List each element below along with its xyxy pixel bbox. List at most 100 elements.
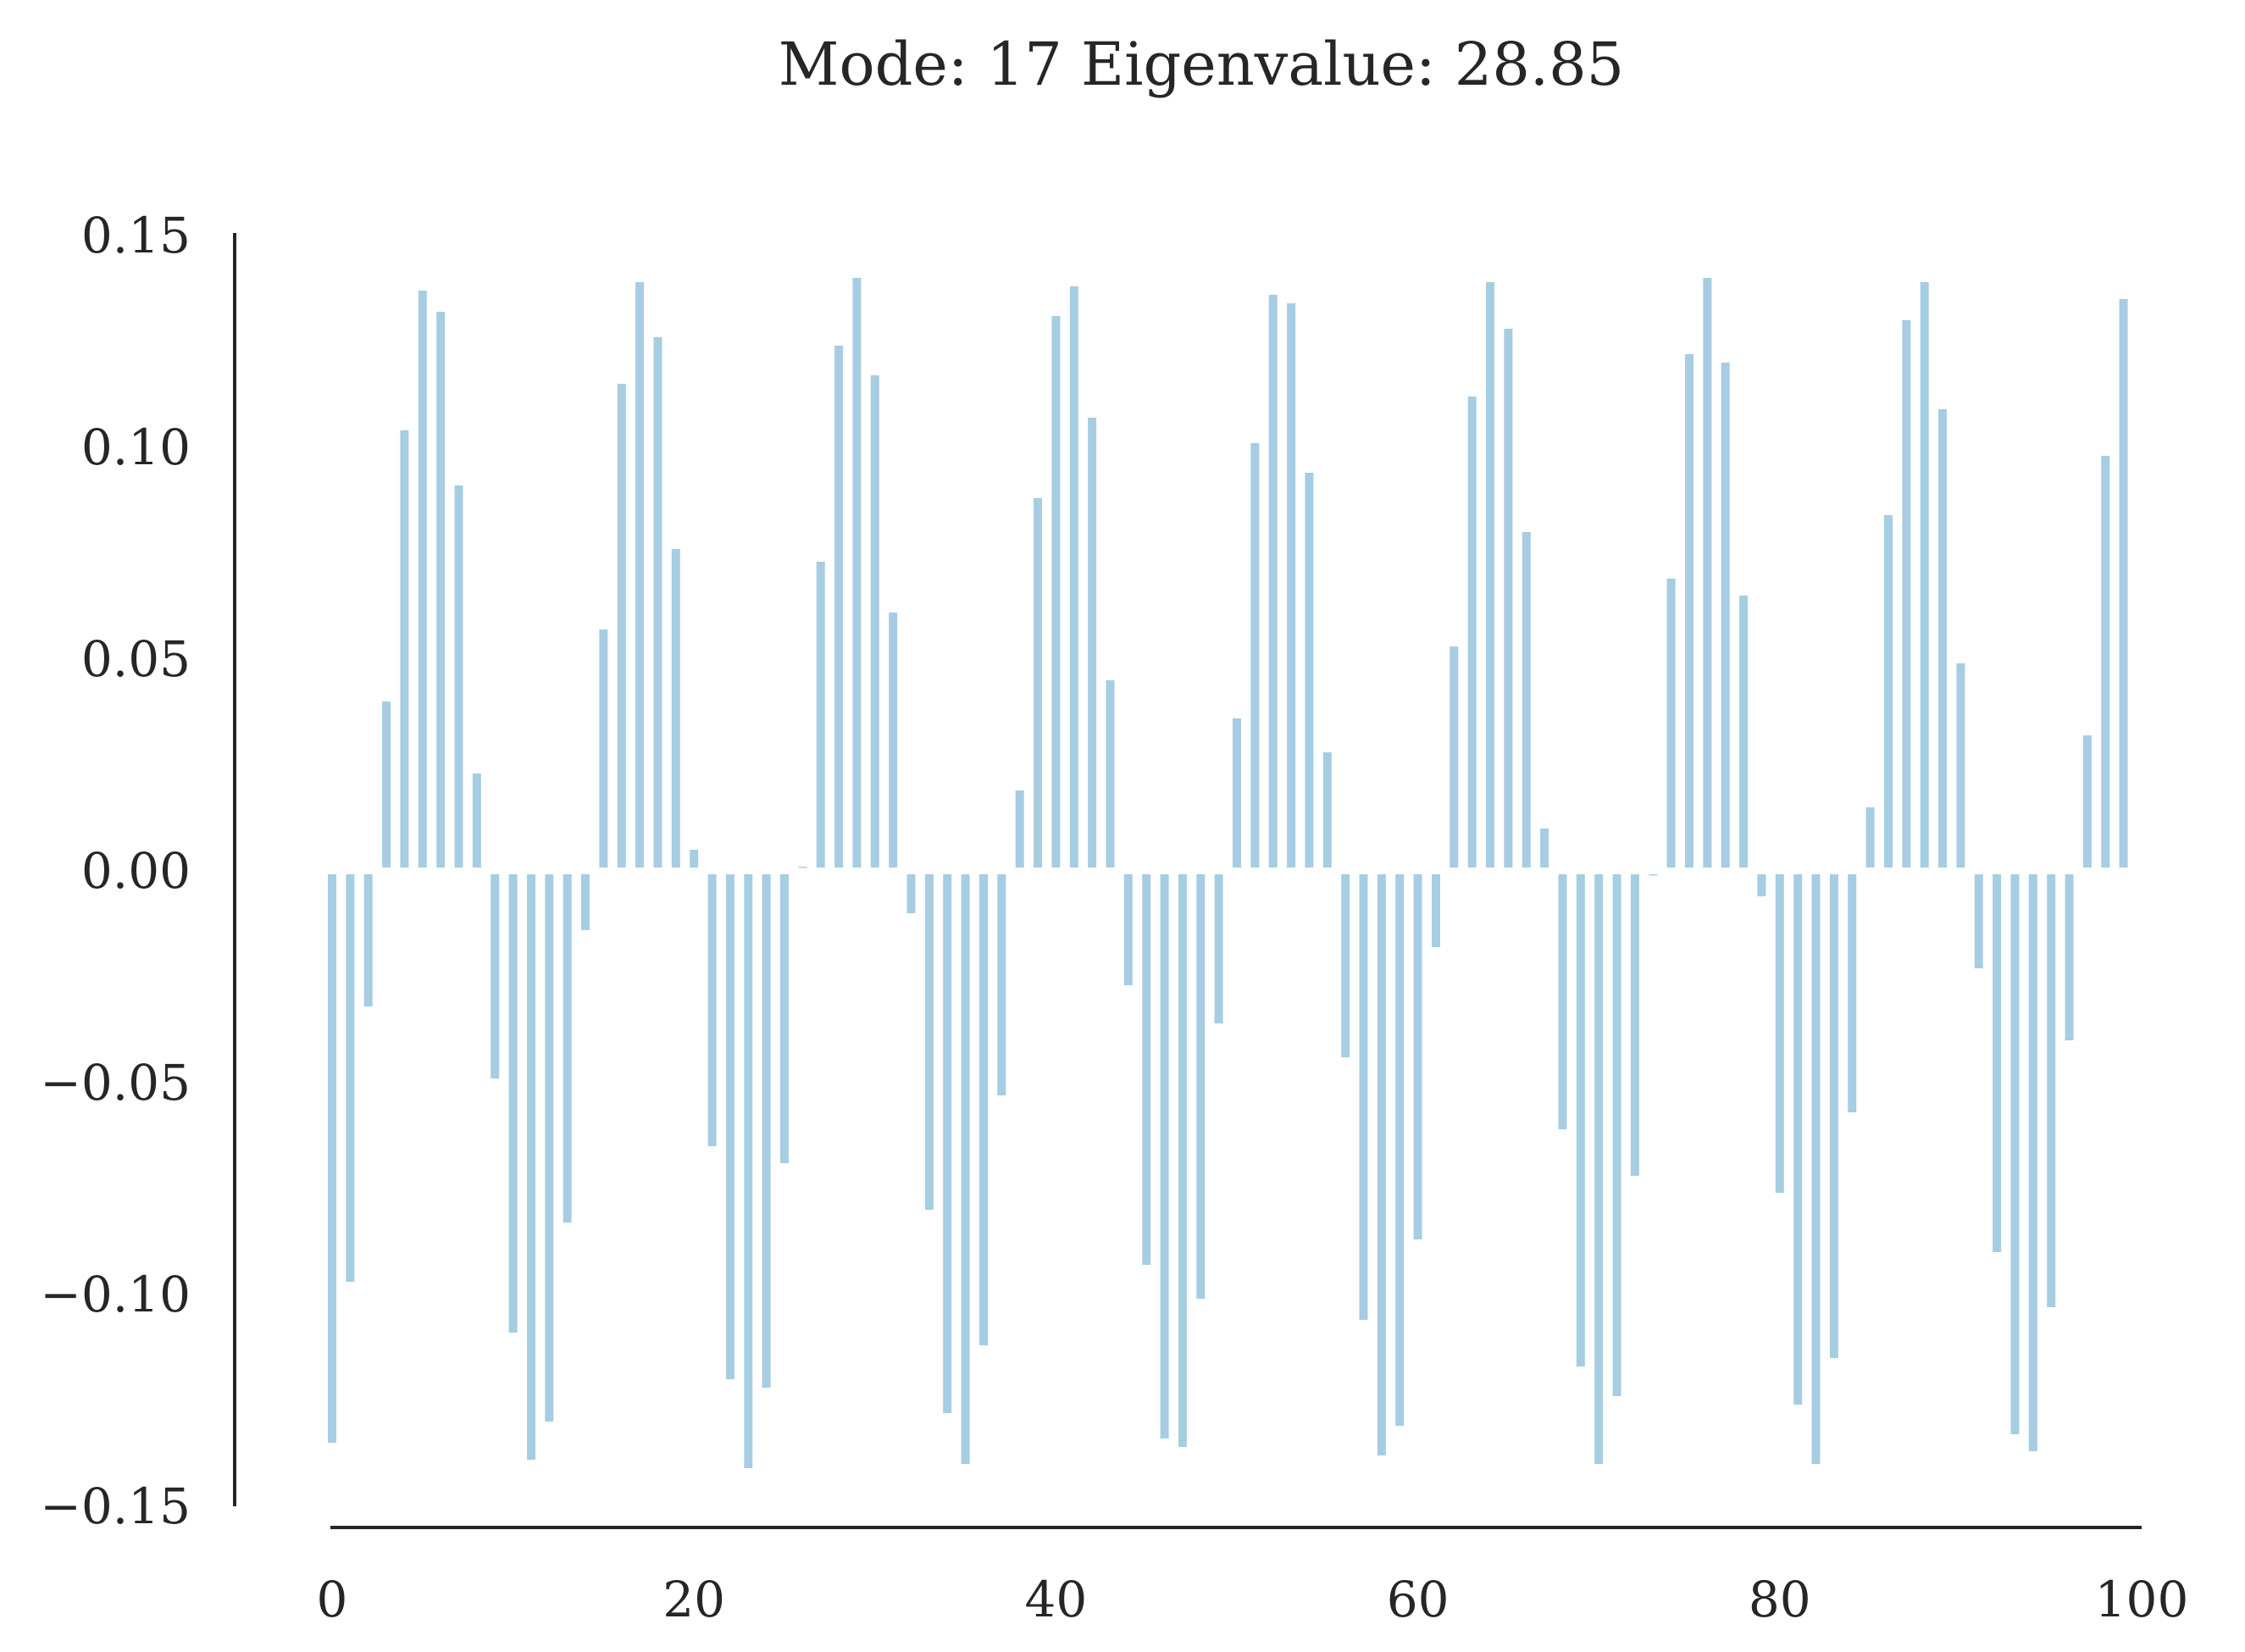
bar-48 bbox=[1196, 874, 1206, 1299]
y-tick-label: −0.15 bbox=[40, 1477, 191, 1535]
bar-12 bbox=[545, 874, 554, 1422]
bar-97 bbox=[2082, 735, 2092, 868]
y-tick-label: −0.10 bbox=[40, 1266, 191, 1323]
bar-18 bbox=[653, 337, 662, 868]
x-tick-label: 20 bbox=[662, 1571, 725, 1628]
bar-79 bbox=[1757, 874, 1766, 896]
y-tick-label: 0.05 bbox=[81, 630, 191, 688]
x-tick-label: 80 bbox=[1749, 1571, 1811, 1628]
y-tick-label: 0.10 bbox=[81, 419, 191, 476]
bar-80 bbox=[1775, 874, 1784, 1193]
bar-36 bbox=[979, 874, 988, 1345]
bar-71 bbox=[1612, 874, 1621, 1396]
bar-70 bbox=[1594, 874, 1604, 1464]
bar-21 bbox=[707, 874, 717, 1146]
x-tick-label: 0 bbox=[317, 1571, 348, 1628]
bar-6 bbox=[436, 312, 446, 868]
bar-51 bbox=[1250, 443, 1260, 868]
bar-55 bbox=[1322, 752, 1332, 868]
bar-81 bbox=[1793, 874, 1803, 1405]
bar-90 bbox=[1956, 663, 1965, 868]
bar-26 bbox=[798, 867, 807, 868]
bar-76 bbox=[1703, 278, 1712, 868]
bar-38 bbox=[1015, 790, 1024, 868]
bar-50 bbox=[1233, 718, 1241, 868]
bar-94 bbox=[2028, 874, 2037, 1451]
y-tick-labels: 0.15 0.10 0.05 0.00 −0.05 −0.10 −0.15 bbox=[40, 207, 191, 1535]
bar-65 bbox=[1504, 329, 1513, 868]
bar-7 bbox=[454, 485, 463, 868]
bar-61 bbox=[1432, 874, 1440, 947]
bar-96 bbox=[2065, 874, 2074, 1040]
bar-3 bbox=[382, 701, 391, 868]
bar-58 bbox=[1377, 874, 1386, 1455]
bar-53 bbox=[1287, 303, 1296, 868]
bar-17 bbox=[635, 282, 645, 868]
bar-72 bbox=[1630, 874, 1639, 1176]
bar-46 bbox=[1160, 874, 1169, 1439]
bar-68 bbox=[1558, 874, 1567, 1129]
bar-35 bbox=[961, 874, 970, 1464]
bar-37 bbox=[997, 874, 1006, 1095]
bar-42 bbox=[1088, 418, 1097, 868]
bar-89 bbox=[1938, 409, 1947, 868]
bar-60 bbox=[1413, 874, 1422, 1239]
bar-59 bbox=[1395, 874, 1405, 1426]
bar-92 bbox=[1993, 874, 2002, 1252]
bar-0 bbox=[328, 874, 336, 1443]
bar-93 bbox=[2010, 874, 2020, 1434]
bar-13 bbox=[563, 874, 572, 1222]
bar-19 bbox=[671, 549, 680, 868]
bar-66 bbox=[1522, 532, 1531, 868]
bar-9 bbox=[491, 874, 500, 1078]
bar-47 bbox=[1178, 874, 1187, 1447]
bar-series bbox=[328, 278, 2128, 1468]
bar-75 bbox=[1685, 354, 1693, 868]
bar-77 bbox=[1721, 363, 1730, 868]
bar-1 bbox=[346, 874, 355, 1282]
bar-30 bbox=[870, 375, 879, 868]
bar-44 bbox=[1123, 874, 1133, 985]
bar-62 bbox=[1450, 646, 1459, 868]
bar-74 bbox=[1666, 579, 1676, 868]
chart-title: Mode: 17 Eigenvalue: 28.85 bbox=[779, 30, 1624, 99]
y-tick-label: 0.00 bbox=[81, 842, 191, 900]
bar-52 bbox=[1268, 295, 1278, 868]
bar-78 bbox=[1739, 596, 1749, 868]
y-tick-label: −0.05 bbox=[40, 1054, 191, 1111]
bar-5 bbox=[418, 291, 427, 868]
bar-88 bbox=[1920, 282, 1929, 868]
bar-23 bbox=[744, 874, 753, 1468]
x-tick-label: 40 bbox=[1024, 1571, 1087, 1628]
bar-39 bbox=[1034, 498, 1042, 868]
bar-45 bbox=[1142, 874, 1151, 1265]
bar-14 bbox=[581, 874, 590, 930]
bar-85 bbox=[1865, 807, 1875, 868]
bar-25 bbox=[780, 874, 789, 1163]
bar-84 bbox=[1848, 874, 1857, 1112]
x-tick-label: 100 bbox=[2095, 1571, 2189, 1628]
bar-16 bbox=[617, 384, 626, 868]
bar-11 bbox=[527, 874, 535, 1460]
y-tick-label: 0.15 bbox=[81, 207, 191, 264]
bar-67 bbox=[1540, 829, 1549, 868]
bar-69 bbox=[1576, 874, 1585, 1367]
bar-64 bbox=[1486, 282, 1494, 868]
bar-27 bbox=[816, 562, 825, 868]
bar-95 bbox=[2047, 874, 2056, 1307]
bar-43 bbox=[1106, 680, 1115, 868]
bar-57 bbox=[1359, 874, 1368, 1320]
bar-56 bbox=[1341, 874, 1350, 1057]
bar-63 bbox=[1467, 396, 1477, 868]
bar-32 bbox=[906, 874, 916, 913]
bar-86 bbox=[1884, 515, 1893, 868]
bar-10 bbox=[508, 874, 518, 1333]
x-tick-labels: 0 20 40 60 80 100 bbox=[317, 1571, 2189, 1628]
bar-91 bbox=[1974, 874, 1983, 968]
bar-54 bbox=[1305, 473, 1314, 868]
bar-33 bbox=[924, 874, 934, 1210]
bar-34 bbox=[943, 874, 952, 1413]
bar-22 bbox=[725, 874, 734, 1379]
bar-99 bbox=[2119, 299, 2128, 868]
